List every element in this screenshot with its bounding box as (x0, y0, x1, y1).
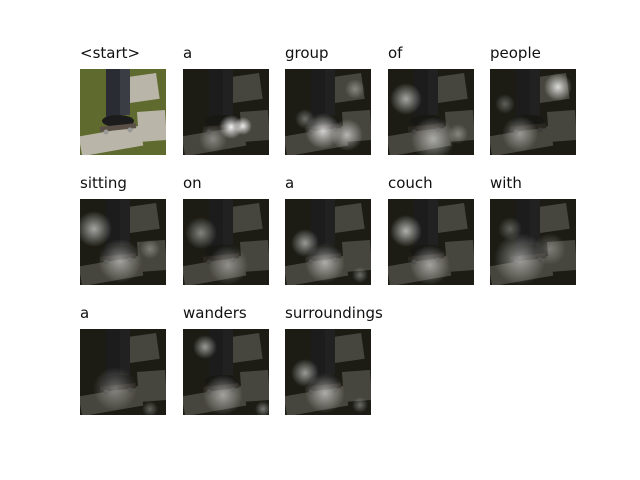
panel-word-label: surroundings (285, 304, 383, 322)
word-panel: group (285, 44, 375, 155)
panel-word-label: people (490, 44, 541, 62)
attention-glow (411, 117, 455, 155)
word-panel: people (490, 44, 580, 155)
attention-glow (305, 373, 345, 413)
panel-word-label: group (285, 44, 329, 62)
attention-image (183, 69, 269, 155)
attention-map (285, 199, 371, 285)
word-panel: of (388, 44, 478, 155)
attention-image (285, 329, 371, 415)
panel-word-label: with (490, 174, 522, 192)
word-panel: couch (388, 174, 478, 285)
attention-glow (534, 233, 566, 265)
word-panel: surroundings (285, 304, 383, 415)
attention-image (490, 69, 576, 155)
photo-image (80, 69, 166, 155)
panel-word-label: a (80, 304, 90, 322)
attention-image (80, 199, 166, 285)
source-photo (80, 69, 166, 155)
attention-glow (193, 335, 217, 359)
panel-word-label: a (285, 174, 295, 192)
attention-image (80, 329, 166, 415)
attention-glow (390, 215, 422, 247)
word-panel: a (183, 44, 273, 155)
attention-glow (498, 217, 522, 241)
panel-word-label: sitting (80, 174, 127, 192)
attention-glow (98, 239, 142, 283)
attention-glow (495, 94, 515, 114)
word-panel: <start> (80, 44, 170, 155)
attention-map (490, 199, 576, 285)
panel-word-label: wanders (183, 304, 247, 322)
attention-map (183, 199, 269, 285)
attention-map (285, 329, 371, 415)
word-panel: a (80, 304, 170, 415)
attention-glow (208, 245, 248, 285)
attention-glow (93, 367, 137, 411)
attention-image (183, 199, 269, 285)
attention-image (490, 199, 576, 285)
panel-word-label: of (388, 44, 403, 62)
attention-image (285, 69, 371, 155)
attention-glow (142, 401, 158, 415)
attention-glow (448, 124, 468, 144)
attention-glow (140, 239, 160, 259)
panel-word-label: on (183, 174, 202, 192)
attention-map (183, 329, 269, 415)
attention-map (80, 329, 166, 415)
attention-glow (185, 217, 217, 249)
attention-glow (544, 73, 572, 101)
panel-word-label: couch (388, 174, 433, 192)
word-panel: on (183, 174, 273, 285)
attention-glow (352, 267, 368, 283)
word-panel: with (490, 174, 580, 285)
attention-glow (305, 243, 345, 283)
attention-glow (295, 109, 315, 129)
attention-glow (345, 79, 365, 99)
attention-glow (255, 401, 269, 415)
attention-glow (331, 119, 363, 151)
attention-map (388, 199, 474, 285)
attention-glow (234, 117, 252, 135)
attention-glow (203, 375, 243, 415)
word-panel: wanders (183, 304, 273, 415)
attention-image (183, 329, 269, 415)
panel-word-label: <start> (80, 44, 141, 62)
attention-map (490, 69, 576, 155)
attention-map (388, 69, 474, 155)
attention-glow (410, 245, 450, 285)
attention-map (80, 199, 166, 285)
attention-map (183, 69, 269, 155)
attention-image (388, 69, 474, 155)
attention-glow (199, 125, 227, 153)
word-panel: a (285, 174, 375, 285)
attention-glow (80, 211, 112, 247)
attention-glow (494, 233, 546, 285)
attention-glow (502, 116, 538, 152)
attention-image (388, 199, 474, 285)
attention-glow (390, 83, 422, 115)
panel-word-label: a (183, 44, 193, 62)
attention-map (285, 69, 371, 155)
attention-glow (352, 397, 368, 413)
word-panel: sitting (80, 174, 170, 285)
attention-image (285, 199, 371, 285)
